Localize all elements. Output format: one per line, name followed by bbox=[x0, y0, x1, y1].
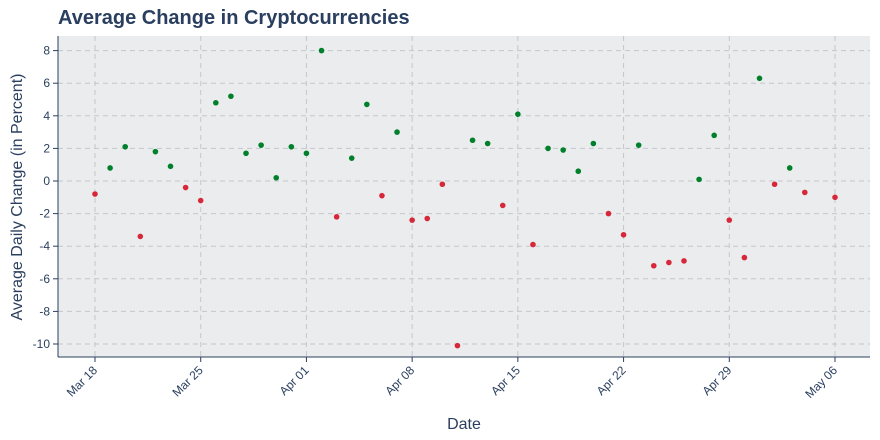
data-point bbox=[228, 93, 234, 100]
x-tick-label: Apr 15 bbox=[488, 363, 523, 398]
data-point bbox=[560, 147, 566, 153]
data-point bbox=[469, 137, 476, 144]
x-tick-label: Apr 29 bbox=[700, 363, 735, 398]
data-point bbox=[741, 254, 748, 261]
data-point bbox=[771, 181, 778, 188]
data-point bbox=[213, 99, 219, 106]
x-tick-label: Mar 25 bbox=[170, 363, 207, 400]
data-point bbox=[243, 150, 249, 157]
data-point bbox=[530, 241, 536, 248]
chart-title: Average Change in Cryptocurrencies bbox=[58, 7, 410, 29]
data-point bbox=[394, 129, 400, 135]
data-point bbox=[801, 189, 808, 196]
data-point bbox=[288, 143, 295, 150]
data-points bbox=[92, 47, 838, 349]
data-point bbox=[635, 142, 642, 148]
data-point bbox=[379, 192, 385, 199]
y-tick-label: 8 bbox=[43, 44, 50, 58]
data-point bbox=[756, 75, 763, 82]
data-point bbox=[333, 214, 340, 220]
data-point bbox=[620, 231, 627, 238]
y-axis-label: Average Daily Change (in Percent) bbox=[9, 74, 26, 321]
data-point bbox=[545, 145, 551, 152]
data-point bbox=[650, 262, 657, 269]
data-point bbox=[454, 342, 461, 349]
data-point bbox=[484, 140, 491, 147]
data-point bbox=[711, 132, 717, 139]
y-tick-label: 4 bbox=[43, 109, 50, 123]
data-point bbox=[409, 217, 415, 223]
y-tick-label: -4 bbox=[39, 239, 50, 253]
x-tick-label: Apr 01 bbox=[277, 363, 312, 398]
y-tick-label: -10 bbox=[33, 337, 51, 351]
data-point bbox=[439, 181, 446, 188]
plot-area bbox=[58, 36, 870, 357]
x-axis-ticks: Mar 18 Mar 25 Apr 01 Apr 08 Apr 15 Apr 22 Apr … bbox=[64, 357, 840, 401]
data-point bbox=[273, 174, 280, 181]
data-point bbox=[832, 194, 838, 201]
data-point bbox=[696, 176, 702, 183]
data-point bbox=[348, 155, 355, 161]
data-point bbox=[197, 197, 204, 204]
y-tick-label: -6 bbox=[39, 272, 50, 286]
x-tick-label: Apr 22 bbox=[594, 363, 629, 398]
x-axis-label: Date bbox=[447, 416, 481, 433]
data-point bbox=[137, 233, 144, 240]
x-tick-label: May 06 bbox=[802, 363, 840, 401]
data-point bbox=[303, 150, 310, 157]
data-point bbox=[666, 259, 672, 266]
data-point bbox=[364, 101, 370, 108]
data-point bbox=[499, 202, 506, 209]
data-point bbox=[726, 217, 733, 223]
y-tick-label: 2 bbox=[43, 141, 50, 155]
y-tick-label: 0 bbox=[43, 174, 50, 188]
data-point bbox=[605, 210, 612, 217]
data-point bbox=[590, 140, 597, 147]
data-point bbox=[318, 47, 325, 54]
data-point bbox=[575, 168, 582, 175]
gridlines bbox=[58, 36, 870, 357]
data-point bbox=[786, 165, 793, 171]
data-point bbox=[122, 143, 129, 150]
data-point bbox=[167, 163, 174, 170]
data-point bbox=[515, 111, 521, 117]
data-point bbox=[681, 258, 687, 264]
data-point bbox=[92, 191, 98, 197]
data-point bbox=[424, 215, 431, 222]
y-tick-label: -2 bbox=[39, 207, 50, 221]
data-point bbox=[152, 148, 159, 155]
y-axis-ticks: 8 6 4 2 0 -2 -4 -6 -8 -10 bbox=[33, 44, 58, 351]
y-tick-label: -8 bbox=[39, 304, 50, 318]
data-point bbox=[107, 165, 113, 171]
data-point bbox=[258, 142, 264, 148]
x-tick-label: Mar 18 bbox=[64, 363, 101, 400]
data-point bbox=[182, 184, 189, 191]
y-tick-label: 6 bbox=[43, 76, 50, 90]
x-tick-label: Apr 08 bbox=[382, 363, 417, 398]
